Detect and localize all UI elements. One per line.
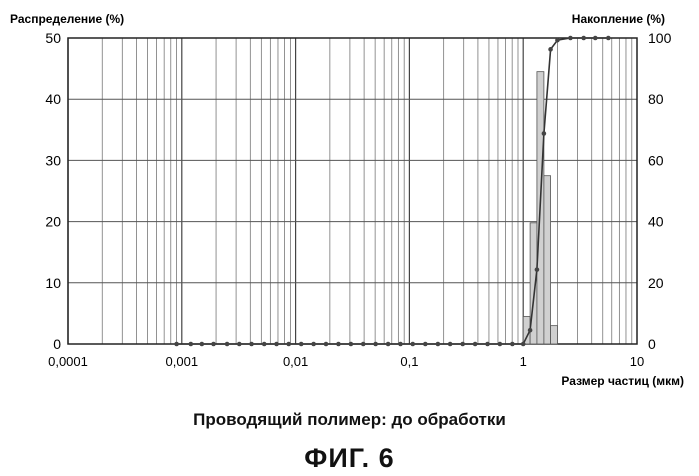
y-axis-left-label: Распределение (%) [10, 12, 124, 26]
cumulative-point [237, 342, 242, 347]
y-left-tick-label: 0 [53, 336, 61, 352]
distribution-bar-4 [544, 176, 551, 344]
cumulative-point [225, 342, 230, 347]
x-tick-label: 0,1 [400, 354, 418, 369]
cumulative-point [189, 342, 194, 347]
cumulative-point [200, 342, 205, 347]
cumulative-point [593, 36, 598, 41]
cumulative-point [473, 342, 478, 347]
y-right-tick-label: 0 [648, 336, 656, 352]
cumulative-point [485, 342, 490, 347]
grid [68, 38, 637, 344]
cumulative-point [460, 342, 465, 347]
cumulative-point [386, 342, 391, 347]
cumulative-point [436, 342, 441, 347]
cumulative-point [373, 342, 378, 347]
x-tick-label: 10 [630, 354, 644, 369]
cumulative-point [286, 342, 291, 347]
y-right-tick-label: 40 [648, 214, 664, 230]
y-right-tick-label: 20 [648, 275, 664, 291]
y-axis-right-label: Накопление (%) [572, 12, 665, 26]
chart-svg: Распределение (%) Накопление (%) Размер … [0, 0, 699, 400]
cumulative-point [498, 342, 503, 347]
cumulative-point [361, 342, 366, 347]
cumulative-point [299, 342, 304, 347]
cumulative-point [249, 342, 254, 347]
cumulative-point [581, 36, 586, 41]
cumulative-point [423, 342, 428, 347]
cumulative-point [535, 267, 540, 272]
cumulative-point [510, 342, 515, 347]
cumulative-point [542, 131, 547, 136]
cumulative-point [311, 342, 316, 347]
distribution-bar-5 [551, 326, 558, 344]
cumulative-point [528, 328, 533, 333]
x-tick-label: 0,01 [283, 354, 308, 369]
y-left-tick-label: 40 [45, 91, 61, 107]
cumulative-point [410, 342, 415, 347]
y-right-tick-label: 60 [648, 152, 664, 168]
y-left-tick-label: 20 [45, 214, 61, 230]
cumulative-point [398, 342, 403, 347]
y-left-tick-label: 50 [45, 30, 61, 46]
y-right-tick-label: 80 [648, 91, 664, 107]
cumulative-point [274, 342, 279, 347]
cumulative-point [568, 36, 573, 41]
figure-number: ФИГ. 6 [0, 443, 699, 474]
figure-caption: Проводящий полимер: до обработки [0, 410, 699, 430]
x-tick-label: 0,001 [166, 354, 199, 369]
cumulative-point [548, 47, 553, 52]
cumulative-point [448, 342, 453, 347]
cumulative-point [324, 342, 329, 347]
cumulative-point [336, 342, 341, 347]
x-tick-label: 0,0001 [48, 354, 88, 369]
x-axis-label: Размер частиц (мкм) [561, 374, 684, 388]
y-left-tick-label: 10 [45, 275, 61, 291]
cumulative-point [262, 342, 267, 347]
particle-size-chart: Распределение (%) Накопление (%) Размер … [0, 0, 699, 400]
cumulative-point [606, 36, 611, 41]
y-right-tick-label: 100 [648, 30, 672, 46]
x-tick-label: 1 [520, 354, 527, 369]
cumulative-point [555, 38, 560, 43]
cumulative-point [211, 342, 216, 347]
plot-border [68, 38, 637, 344]
cumulative-point [349, 342, 354, 347]
cumulative-point [521, 342, 526, 347]
cumulative-point [174, 342, 179, 347]
y-left-tick-label: 30 [45, 152, 61, 168]
